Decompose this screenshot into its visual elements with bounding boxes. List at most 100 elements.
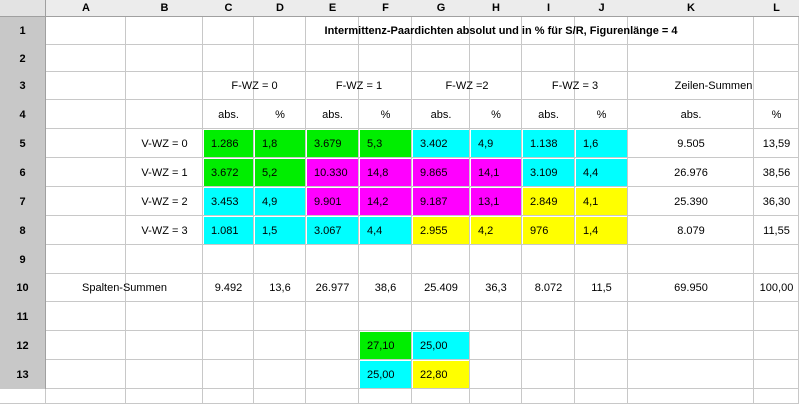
sum-cell[interactable]: 9.492 bbox=[214, 282, 243, 294]
subheader-cell[interactable]: abs. bbox=[322, 108, 343, 121]
data-cell[interactable]: 9.901 bbox=[307, 188, 358, 215]
column-header-f[interactable]: F bbox=[359, 0, 412, 17]
column-header-i[interactable]: I bbox=[522, 0, 575, 17]
group-header[interactable]: Zeilen-Summen bbox=[674, 80, 753, 92]
data-cell[interactable]: 4,9 bbox=[255, 188, 305, 215]
column-header-c[interactable]: C bbox=[203, 0, 254, 17]
data-cell[interactable]: 2.849 bbox=[523, 188, 574, 215]
row-header-4[interactable]: 4 bbox=[0, 100, 46, 129]
sum-cell[interactable]: 69.950 bbox=[674, 282, 708, 294]
data-cell[interactable]: 8.079 bbox=[677, 224, 705, 237]
row-header-12[interactable]: 12 bbox=[0, 331, 46, 360]
data-cell[interactable]: 1,4 bbox=[576, 217, 627, 244]
column-header-b[interactable]: B bbox=[126, 0, 203, 17]
column-header-j[interactable]: J bbox=[575, 0, 628, 17]
summary-cell[interactable]: 22,80 bbox=[413, 361, 469, 388]
data-cell[interactable]: 4,1 bbox=[576, 188, 627, 215]
column-header-k[interactable]: K bbox=[628, 0, 754, 17]
subheader-cell[interactable]: % bbox=[380, 108, 391, 121]
subheader-cell[interactable]: abs. bbox=[430, 108, 452, 121]
column-header-e[interactable]: E bbox=[306, 0, 359, 17]
row-label[interactable]: V-WZ = 2 bbox=[141, 195, 188, 208]
row-header-5[interactable]: 5 bbox=[0, 129, 46, 158]
data-cell[interactable]: 9.865 bbox=[413, 159, 469, 186]
column-header-a[interactable]: A bbox=[46, 0, 126, 17]
row-header-13[interactable]: 13 bbox=[0, 360, 46, 389]
sum-cell[interactable]: 38,6 bbox=[374, 282, 397, 294]
row-header-1[interactable]: 1 bbox=[0, 17, 46, 45]
sum-cell[interactable]: 26.977 bbox=[315, 282, 350, 294]
row-header-6[interactable]: 6 bbox=[0, 158, 46, 187]
sum-cell[interactable]: 13,6 bbox=[269, 282, 291, 294]
sum-cell[interactable]: 100,00 bbox=[759, 282, 794, 294]
subheader-cell[interactable]: abs. bbox=[538, 108, 559, 121]
row-label[interactable]: V-WZ = 0 bbox=[141, 137, 188, 150]
summary-cell[interactable]: 25,00 bbox=[360, 361, 411, 388]
data-cell[interactable]: 5,2 bbox=[255, 159, 305, 186]
sum-cell[interactable]: 36,3 bbox=[485, 282, 507, 294]
data-cell[interactable]: 14,1 bbox=[471, 159, 521, 186]
summary-cell[interactable]: 27,10 bbox=[360, 332, 411, 359]
data-cell[interactable]: 10.330 bbox=[307, 159, 358, 186]
data-cell[interactable]: 2.955 bbox=[413, 217, 469, 244]
column-header-l[interactable]: L bbox=[754, 0, 799, 17]
row-label[interactable]: V-WZ = 1 bbox=[141, 166, 188, 179]
sum-cell[interactable]: 11,5 bbox=[591, 282, 612, 294]
data-cell[interactable]: 976 bbox=[523, 217, 574, 244]
column-header-h[interactable]: H bbox=[470, 0, 522, 17]
subheader-cell[interactable]: abs. bbox=[680, 108, 702, 121]
data-cell[interactable]: 4,9 bbox=[471, 130, 521, 157]
group-header[interactable]: F-WZ = 0 bbox=[231, 80, 278, 92]
subheader-cell[interactable]: abs. bbox=[218, 108, 239, 121]
data-cell[interactable]: 4,4 bbox=[360, 217, 411, 244]
data-cell[interactable]: 9.187 bbox=[413, 188, 469, 215]
sums-label[interactable]: Spalten-Summen bbox=[82, 282, 167, 294]
data-cell[interactable]: 3.453 bbox=[204, 188, 253, 215]
data-cell[interactable]: 13,1 bbox=[471, 188, 521, 215]
row-header-2[interactable]: 2 bbox=[0, 45, 46, 72]
row-header-10[interactable]: 10 bbox=[0, 274, 46, 302]
data-cell[interactable]: 36,30 bbox=[762, 195, 791, 208]
subheader-cell[interactable]: % bbox=[491, 108, 501, 121]
select-all-corner[interactable] bbox=[0, 0, 46, 17]
subheader-cell[interactable]: % bbox=[275, 108, 285, 121]
data-cell[interactable]: 3.679 bbox=[307, 130, 358, 157]
data-cell[interactable]: 11,55 bbox=[763, 224, 790, 237]
sum-cell[interactable]: 25.409 bbox=[424, 282, 458, 294]
group-header[interactable]: F-WZ = 3 bbox=[551, 80, 599, 92]
data-cell[interactable]: 13,59 bbox=[762, 137, 791, 150]
data-cell[interactable]: 3.402 bbox=[413, 130, 469, 157]
summary-cell[interactable]: 25,00 bbox=[413, 332, 469, 359]
data-cell[interactable]: 3.109 bbox=[523, 159, 574, 186]
column-header-d[interactable]: D bbox=[254, 0, 306, 17]
data-cell[interactable]: 14,8 bbox=[360, 159, 411, 186]
data-cell[interactable]: 4,2 bbox=[471, 217, 521, 244]
data-cell[interactable]: 1,5 bbox=[255, 217, 305, 244]
row-header-11[interactable]: 11 bbox=[0, 302, 46, 331]
data-cell[interactable]: 1.138 bbox=[523, 130, 574, 157]
row-label[interactable]: V-WZ = 3 bbox=[141, 224, 188, 237]
group-header[interactable]: F-WZ = 1 bbox=[335, 80, 383, 92]
row-header-7[interactable]: 7 bbox=[0, 187, 46, 216]
column-header-g[interactable]: G bbox=[412, 0, 470, 17]
row-header-3[interactable]: 3 bbox=[0, 72, 46, 100]
data-cell[interactable]: 38,56 bbox=[762, 166, 791, 179]
subheader-cell[interactable]: % bbox=[771, 108, 782, 121]
data-cell[interactable]: 3.067 bbox=[307, 217, 358, 244]
data-cell[interactable]: 9.505 bbox=[677, 137, 705, 150]
group-header[interactable]: F-WZ =2 bbox=[445, 80, 489, 92]
data-cell[interactable]: 5,3 bbox=[360, 130, 411, 157]
data-cell[interactable]: 1,8 bbox=[255, 130, 305, 157]
data-cell[interactable]: 1.286 bbox=[204, 130, 253, 157]
data-cell[interactable]: 1.081 bbox=[204, 217, 253, 244]
data-cell[interactable]: 14,2 bbox=[360, 188, 411, 215]
data-cell[interactable]: 26.976 bbox=[674, 166, 708, 179]
sum-cell[interactable]: 8.072 bbox=[534, 282, 563, 294]
data-cell[interactable]: 4,4 bbox=[576, 159, 627, 186]
data-cell[interactable]: 1,6 bbox=[576, 130, 627, 157]
row-header-9[interactable]: 9 bbox=[0, 245, 46, 274]
sheet-title[interactable]: Intermittenz-Paardichten absolut und in … bbox=[324, 25, 678, 37]
data-cell[interactable]: 3.672 bbox=[204, 159, 253, 186]
subheader-cell[interactable]: % bbox=[596, 108, 607, 121]
data-cell[interactable]: 25.390 bbox=[674, 195, 708, 208]
